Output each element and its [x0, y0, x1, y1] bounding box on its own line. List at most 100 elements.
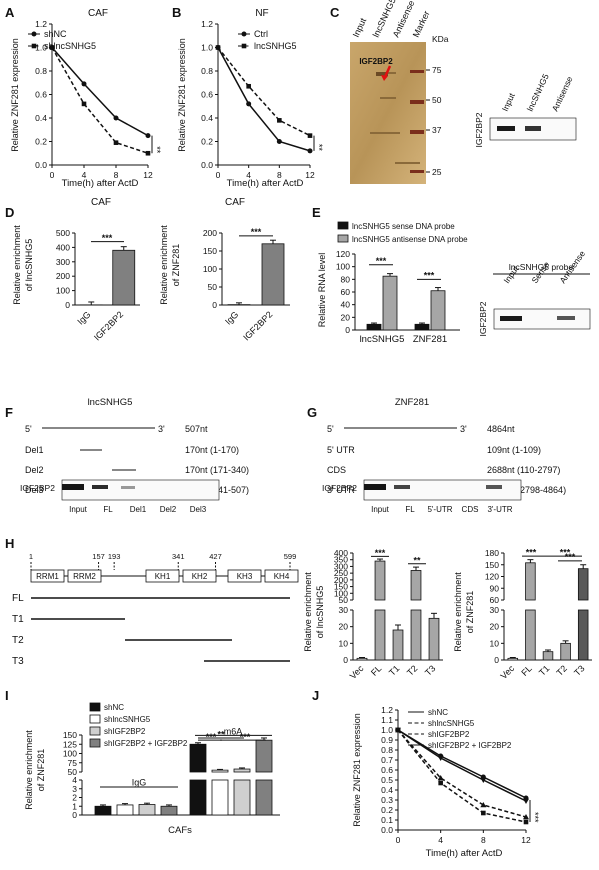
chart-I-bottom-y-tick-label: 2 — [72, 793, 77, 803]
wb-band — [497, 126, 515, 131]
western-blot-strip — [61, 479, 220, 501]
chart-D2-x-tick-label: IGF2BP2 — [241, 309, 274, 342]
wb-protein-label: IGF2BP2 — [20, 483, 55, 493]
chart-H2-bar — [507, 657, 519, 661]
group-label: IgG — [132, 777, 147, 787]
chart-H1-bar — [392, 629, 404, 661]
y-axis-label: Relative enrichment — [24, 730, 34, 810]
chart-A-y-tick-label: 0.4 — [35, 113, 47, 123]
significance-mark: ** — [413, 555, 421, 565]
y-axis-label: Relative enrichment — [453, 572, 463, 652]
chart-H1-top-y-tick-label: 100 — [334, 588, 348, 598]
chart-A-y-tick-label: 1.0 — [35, 43, 47, 53]
legend-swatch — [89, 726, 101, 736]
chart-J-data-point — [437, 775, 444, 781]
wb-lane-label: Del3 — [190, 505, 207, 514]
domain-box — [264, 569, 299, 583]
chart-E-y-tick-label: 0 — [345, 325, 350, 335]
legend-swatch — [89, 702, 101, 712]
wb-protein-label: IGF2BP2 — [474, 112, 484, 147]
construct-length: 170nt (171-340) — [185, 465, 249, 475]
chart-J-data-point — [523, 798, 529, 804]
domain-label: KH2 — [192, 572, 208, 581]
chart-H1-x-tick-label: T3 — [423, 663, 438, 678]
chart-D2-x-tick-label: IgG — [223, 309, 240, 326]
chart-H1-x-tick-label: T1 — [387, 663, 402, 678]
y-axis-label: of ZNF281 — [465, 591, 475, 634]
chart-J-series-line — [397, 729, 527, 799]
significance-mark: *** — [560, 547, 571, 557]
chart-H2-bar — [560, 642, 571, 661]
wb-lane-label: Del1 — [130, 505, 147, 514]
chart-H2-bar — [577, 609, 589, 661]
y-axis-label: Relative RNA level — [317, 253, 327, 328]
chart-I-bar — [211, 769, 229, 773]
chart-D1-y-tick-label: 0 — [65, 300, 70, 310]
wb-lane-label: Antisense — [550, 75, 575, 113]
legend-swatch — [337, 221, 349, 230]
position-label: 341 — [172, 552, 185, 561]
chart-B-data-point — [277, 118, 282, 123]
chart-E-y-tick-label: 60 — [341, 287, 351, 297]
chart-A-x-tick-label: 0 — [50, 170, 55, 180]
western-blot-strip — [493, 308, 591, 330]
kda-value: 25 — [432, 167, 442, 177]
chart-B-data-point — [215, 45, 221, 50]
chart-D2-y-tick-label: 100 — [203, 264, 217, 274]
wb-lane-label: FL — [405, 505, 415, 514]
chart-A-data-point — [81, 101, 87, 107]
chart-A-data-point — [81, 81, 87, 87]
chart-B-y-tick-label: 1.0 — [201, 43, 213, 53]
chart-I-bar — [233, 768, 251, 773]
chart-H2-bar — [525, 562, 536, 601]
chart-H2-bar — [542, 651, 554, 661]
chart-I-bar — [255, 779, 273, 816]
chart-I-bottom-y-tick-label: 4 — [72, 775, 77, 785]
chart-D1-y-tick-label: 400 — [56, 242, 70, 252]
construct-length: 109nt (1-109) — [487, 445, 541, 455]
legend-label: shNC — [104, 703, 124, 712]
chart-I-bottom-y-tick-label: 0 — [72, 810, 77, 820]
significance-mark: *** — [565, 552, 576, 562]
chart-B-x-tick-label: 0 — [216, 170, 221, 180]
domain-label: RRM2 — [73, 572, 96, 581]
chart-I-bar — [94, 805, 112, 816]
chart-H2-bottom-y-tick-label: 30 — [490, 605, 500, 615]
chart-I-bar — [189, 779, 207, 816]
chart-H1-bottom-y-tick-label: 0 — [343, 655, 348, 665]
construct-length: 2688nt (110-2797) — [487, 465, 560, 475]
western-blot-strip — [363, 479, 522, 501]
wb-band — [500, 316, 522, 321]
chart-B-y-tick-label: 0.8 — [201, 66, 213, 76]
chart-H1-top-y-tick-label: 250 — [334, 568, 348, 578]
domain-box — [227, 569, 262, 583]
wb-lane-label: CDS — [462, 505, 479, 514]
wb-protein-label: IGF2BP2 — [322, 483, 357, 493]
chart-H1-bar — [410, 570, 422, 601]
kda-value: 37 — [432, 125, 442, 135]
chart-E-y-tick-label: 40 — [341, 300, 351, 310]
chart-A-y-tick-label: 0.0 — [35, 160, 47, 170]
chart-D2-y-tick-label: 0 — [212, 300, 217, 310]
chart-H2-x-tick-label: T2 — [555, 663, 570, 678]
chart-E-y-tick-label: 100 — [336, 262, 350, 272]
chart-B-y-tick-label: 1.2 — [201, 19, 213, 29]
chart-H2-bottom-y-tick-label: 0 — [494, 655, 499, 665]
chart-A-x-tick-label: 4 — [82, 170, 87, 180]
y-axis-label: of lncSNHG5 — [24, 239, 34, 292]
chart-J-data-point — [523, 814, 529, 820]
chart-H2-top-y-tick-label: 120 — [485, 572, 499, 582]
significance-mark: *** — [240, 732, 251, 742]
wb-lane-label: Input — [371, 505, 390, 514]
chart-I-bar — [116, 804, 134, 816]
chart-A-y-tick-label: 1.2 — [35, 19, 47, 29]
wb-lane-label: lncSNHG5 — [525, 72, 551, 113]
chart-J-series-line — [397, 729, 527, 818]
chart-B-x-tick-label: 4 — [246, 170, 251, 180]
chart-J-data-point — [395, 727, 401, 733]
legend-marker — [31, 43, 37, 49]
chart-J-data-point — [480, 802, 487, 808]
chart-D1-x-tick-label: IgG — [75, 309, 92, 326]
construct-name: T1 — [12, 614, 24, 625]
silver-stain-gel — [350, 42, 426, 184]
